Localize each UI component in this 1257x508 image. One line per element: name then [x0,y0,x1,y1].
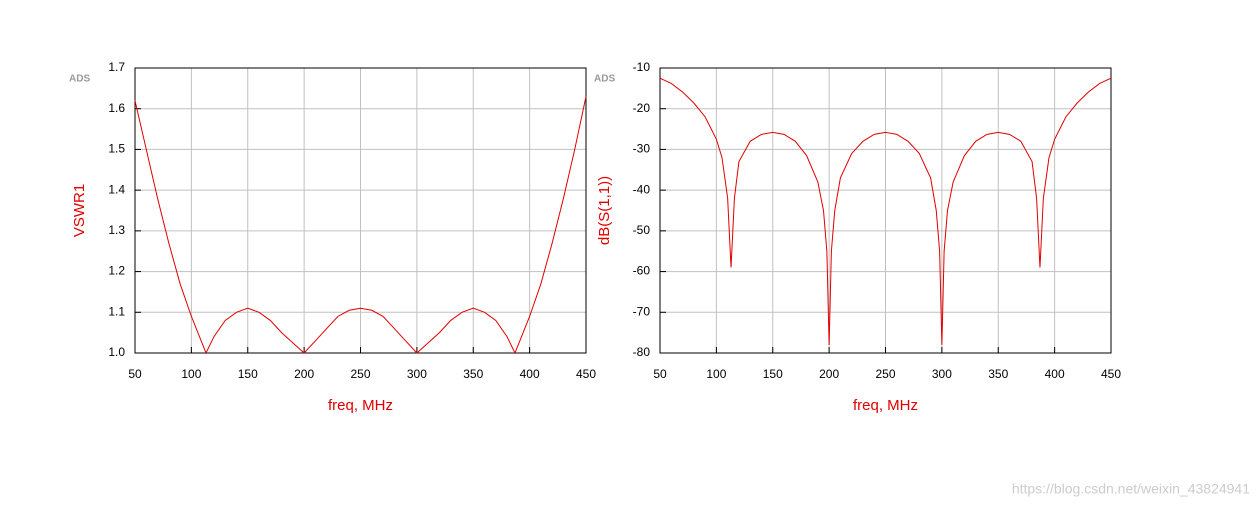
x-tick-label: 100 [706,367,726,381]
x-tick-label: 350 [988,367,1008,381]
y-axis-label: dB(S(1,1)) [596,176,613,245]
logo: ADS [69,74,90,85]
x-tick-label: 150 [763,367,783,381]
y-axis-label: VSWR1 [71,184,88,237]
watermark: https://blog.csdn.net/weixin_43824941 [1012,481,1250,497]
y-tick-label: 1.6 [108,101,125,115]
x-tick-label: 300 [407,367,427,381]
x-tick-label: 450 [576,367,596,381]
y-tick-label: 1.7 [108,60,125,74]
y-tick-label: 1.3 [108,223,125,237]
x-tick-label: 200 [819,367,839,381]
y-tick-label: 1.5 [108,142,125,156]
logo: ADS [594,74,615,85]
x-tick-label: 200 [294,367,314,381]
y-tick-label: -40 [633,182,651,196]
y-tick-label: -60 [633,264,651,278]
x-tick-label: 450 [1101,367,1121,381]
x-tick-label: 250 [875,367,895,381]
y-tick-label: -10 [633,60,651,74]
data-line [659,77,1112,345]
y-tick-label: -30 [633,142,651,156]
x-tick-label: 300 [932,367,952,381]
x-tick-label: 50 [653,367,667,381]
x-tick-label: 150 [238,367,258,381]
y-tick-label: 1.4 [108,182,125,196]
y-tick-label: -50 [633,223,651,237]
x-tick-label: 50 [128,367,142,381]
y-tick-label: 1.2 [108,264,125,278]
x-tick-label: 100 [181,367,201,381]
x-axis-label: freq, MHz [328,397,393,414]
x-tick-label: 250 [350,367,370,381]
y-tick-label: -20 [633,101,651,115]
x-tick-label: 400 [520,367,540,381]
x-axis-label: freq, MHz [853,397,918,414]
plot-frame [659,67,1112,354]
y-tick-label: 1.1 [108,304,125,318]
x-tick-label: 400 [1045,367,1065,381]
plot-frame [134,67,587,354]
x-tick-label: 350 [463,367,483,381]
y-tick-label: -70 [633,304,651,318]
y-tick-label: -80 [633,345,651,359]
y-tick-label: 1.0 [108,345,125,359]
data-line [134,96,587,355]
